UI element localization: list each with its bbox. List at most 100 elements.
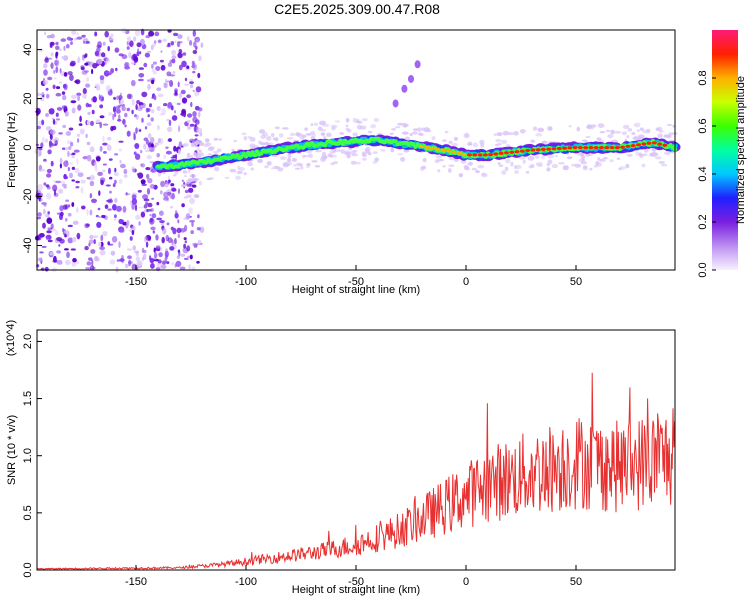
noise-speckle [41, 245, 47, 248]
ridge-core [540, 147, 546, 151]
halo-speckle [345, 118, 350, 123]
halo-speckle [590, 124, 597, 128]
ridge-core [593, 146, 599, 150]
noise-speckle [135, 104, 138, 110]
halo-speckle [299, 137, 305, 140]
x-tick-label: -100 [235, 276, 257, 288]
halo-speckle [417, 127, 422, 132]
halo-speckle [467, 143, 473, 146]
noise-speckle [143, 137, 149, 142]
noise-speckle [71, 107, 76, 114]
noise-speckle [56, 107, 63, 111]
halo-speckle [191, 142, 195, 148]
noise-speckle [94, 31, 98, 37]
noise-speckle [52, 118, 56, 125]
halo-speckle [304, 127, 309, 131]
noise-speckle [60, 180, 66, 185]
noise-speckle [91, 109, 95, 115]
noise-speckle [159, 113, 165, 116]
halo-speckle [471, 167, 477, 171]
halo-speckle [301, 134, 307, 138]
halo-speckle [194, 152, 201, 155]
halo-speckle [595, 162, 603, 167]
halo-speckle [626, 154, 633, 157]
halo-speckle [568, 125, 572, 128]
halo-speckle [204, 142, 212, 147]
noise-speckle [67, 71, 73, 76]
noise-speckle [101, 52, 106, 58]
noise-speckle [58, 48, 62, 52]
y-tick-label: 0.0 [22, 562, 34, 577]
noise-speckle [47, 227, 53, 230]
noise-speckle [124, 124, 127, 128]
halo-speckle [237, 165, 241, 170]
noise-speckle [85, 267, 92, 270]
halo-speckle [621, 131, 628, 136]
noise-speckle [76, 32, 79, 36]
halo-speckle [390, 147, 395, 153]
halo-speckle [305, 133, 311, 136]
noise-speckle [69, 162, 73, 165]
noise-speckle [95, 214, 99, 218]
noise-speckle [112, 113, 115, 121]
noise-speckle [171, 188, 177, 192]
noise-speckle [145, 167, 151, 171]
noise-speckle [39, 251, 44, 254]
noise-speckle [141, 183, 148, 186]
halo-speckle [534, 155, 540, 159]
noise-speckle [121, 28, 127, 34]
noise-speckle [184, 83, 190, 86]
halo-speckle [505, 144, 511, 148]
noise-speckle [91, 198, 97, 203]
noise-speckle [113, 172, 119, 177]
noise-speckle [129, 236, 133, 241]
noise-speckle [147, 83, 151, 91]
noise-speckle [178, 64, 183, 71]
halo-speckle [319, 128, 327, 132]
noise-speckle [138, 129, 142, 132]
halo-speckle [370, 124, 377, 129]
noise-speckle [43, 69, 48, 76]
halo-speckle [350, 160, 357, 165]
noise-speckle [78, 123, 83, 126]
y-tick-label: 0.5 [22, 505, 34, 520]
noise-speckle [173, 145, 177, 152]
noise-speckle [156, 217, 163, 221]
halo-speckle [460, 160, 467, 164]
noise-speckle [131, 203, 135, 210]
halo-speckle [658, 161, 665, 164]
noise-speckle [54, 59, 60, 67]
halo-speckle [581, 139, 588, 142]
noise-speckle [147, 79, 150, 82]
halo-speckle [249, 143, 256, 149]
noise-speckle [71, 179, 75, 182]
noise-speckle [131, 109, 134, 115]
halo-speckle [504, 166, 509, 171]
halo-speckle [212, 151, 219, 154]
x-tick-label: -150 [125, 276, 147, 288]
noise-speckle [189, 220, 196, 223]
noise-speckle [162, 38, 167, 42]
noise-speckle [186, 94, 192, 99]
noise-speckle [189, 123, 195, 127]
y-tick-label: 20 [22, 92, 34, 104]
noise-speckle [99, 75, 105, 81]
noise-speckle [65, 199, 69, 202]
noise-speckle [154, 142, 160, 146]
spectrogram-noise-layer [34, 28, 678, 273]
halo-speckle [345, 124, 349, 127]
ridge-core [567, 146, 573, 150]
noise-speckle [45, 87, 49, 91]
halo-speckle [643, 148, 649, 153]
noise-speckle [166, 189, 172, 194]
noise-speckle [160, 64, 166, 71]
noise-speckle [155, 66, 161, 71]
halo-speckle [401, 131, 409, 135]
noise-speckle [108, 243, 114, 246]
noise-speckle [175, 153, 178, 161]
halo-speckle [530, 139, 536, 143]
noise-speckle [45, 138, 48, 143]
halo-speckle [292, 164, 297, 167]
halo-speckle [493, 133, 498, 137]
halo-speckle [233, 139, 237, 143]
